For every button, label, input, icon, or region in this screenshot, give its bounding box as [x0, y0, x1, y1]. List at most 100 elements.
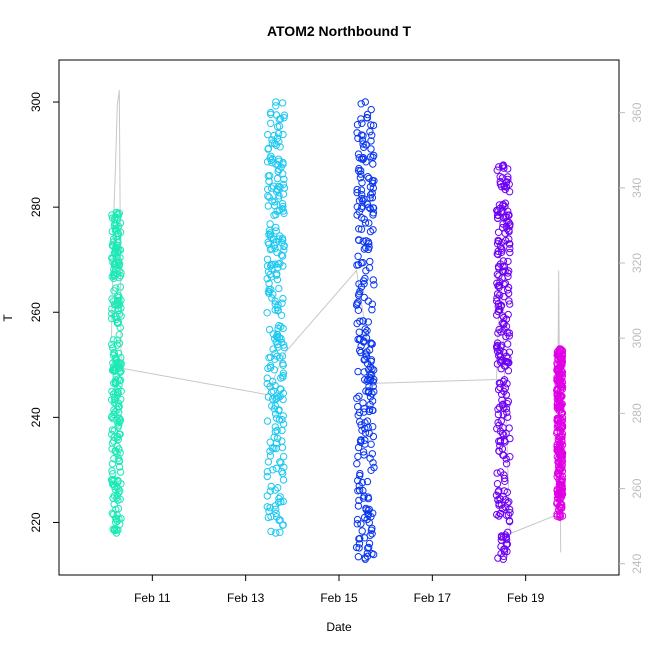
data-point: [359, 448, 368, 456]
data-point: [363, 477, 372, 486]
data-point: [266, 220, 274, 228]
data-point: [362, 237, 370, 245]
data-point: [354, 150, 363, 158]
data-point: [279, 521, 287, 529]
data-point: [264, 144, 273, 153]
data-point: [502, 535, 511, 544]
data-point: [265, 325, 274, 334]
data-point: [113, 517, 122, 525]
data-point: [494, 214, 502, 222]
data-point: [370, 281, 378, 289]
data-point: [112, 312, 120, 320]
data-point: [354, 452, 362, 461]
data-point: [355, 392, 363, 400]
data-point: [500, 487, 508, 495]
data-point: [557, 393, 565, 402]
data-point: [360, 143, 368, 152]
data-point: [365, 203, 373, 212]
data-point: [275, 406, 283, 415]
data-point: [113, 526, 121, 534]
data-point: [357, 438, 365, 446]
data-point: [494, 228, 503, 237]
data-point: [493, 290, 502, 298]
data-point: [114, 435, 123, 444]
data-point: [361, 436, 369, 444]
data-point: [555, 446, 563, 454]
data-point: [493, 341, 501, 350]
data-point: [110, 482, 119, 491]
y2-tick-label: 320: [630, 253, 644, 273]
data-point: [558, 423, 566, 431]
data-point: [369, 211, 377, 219]
y2-tick-label: 240: [630, 553, 644, 573]
data-point: [274, 307, 282, 315]
data-point: [274, 195, 282, 203]
data-point: [495, 499, 503, 508]
data-point: [503, 217, 511, 226]
data-point: [494, 282, 502, 290]
data-point: [108, 475, 116, 484]
data-point: [112, 529, 121, 537]
data-point: [363, 110, 372, 119]
data-point: [108, 340, 116, 349]
data-point: [115, 457, 124, 466]
data-point: [365, 219, 373, 227]
data-point: [495, 163, 503, 171]
data-point: [504, 173, 512, 181]
data-point: [117, 480, 125, 488]
data-point: [498, 223, 507, 232]
data-point: [365, 543, 373, 552]
data-point: [357, 283, 366, 291]
data-point: [359, 140, 367, 148]
data-point: [265, 354, 273, 362]
data-point: [116, 416, 125, 424]
data-point: [273, 392, 281, 400]
data-point: [111, 408, 119, 416]
data-point: [501, 384, 510, 392]
data-point: [263, 309, 271, 317]
data-point: [361, 555, 369, 563]
data-point: [503, 408, 511, 417]
data-point: [556, 362, 564, 370]
data-point: [279, 453, 288, 461]
data-point: [361, 98, 369, 106]
data-point: [370, 387, 378, 396]
data-point: [358, 119, 366, 128]
chart-title: ATOM2 Northbound T: [267, 23, 412, 39]
data-point: [500, 348, 508, 357]
data-point: [360, 408, 368, 416]
data-point: [269, 345, 277, 353]
data-point: [365, 264, 374, 272]
data-point: [113, 293, 122, 301]
data-point: [270, 366, 278, 374]
data-point: [263, 417, 272, 425]
data-point: [263, 472, 271, 481]
data-point: [494, 207, 502, 215]
data-point: [280, 114, 288, 122]
data-point: [273, 426, 281, 435]
data-point: [554, 415, 562, 423]
data-point: [361, 325, 369, 333]
data-point: [358, 527, 366, 535]
data-point: [279, 412, 287, 420]
data-point: [367, 191, 375, 199]
data-point: [493, 510, 501, 519]
data-point: [115, 463, 124, 471]
data-point: [264, 130, 272, 139]
data-point: [354, 298, 362, 306]
data-point: [275, 334, 284, 342]
data-point: [356, 471, 364, 480]
data-point: [279, 361, 287, 369]
data-point: [506, 244, 514, 253]
points-layer: [107, 98, 567, 563]
data-point: [117, 395, 125, 403]
data-point: [270, 131, 278, 140]
data-point: [366, 183, 375, 191]
data-point: [369, 382, 377, 391]
data-point: [270, 405, 279, 413]
data-point: [369, 423, 377, 431]
data-point: [275, 284, 283, 293]
data-point: [115, 262, 124, 270]
data-point: [112, 284, 120, 292]
data-point: [367, 137, 375, 145]
